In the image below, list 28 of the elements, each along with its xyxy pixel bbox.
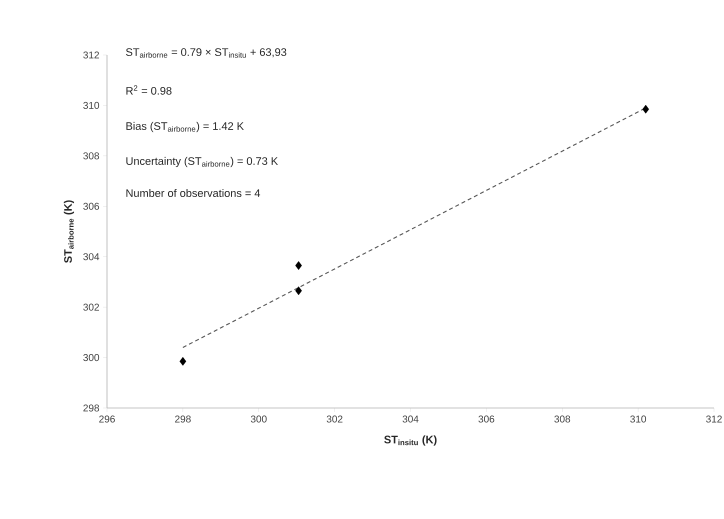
point bbox=[642, 104, 650, 114]
annotation: ST$_{airborne}$ = 0.79 × ST$_{insitu}$ + 63,93 bbox=[126, 48, 286, 58]
point bbox=[180, 356, 186, 366]
y-tick-label: 304 bbox=[83, 253, 100, 260]
y-tick-label: 306 bbox=[83, 202, 100, 210]
y-tick-label: 302 bbox=[83, 304, 99, 311]
point bbox=[295, 261, 302, 270]
y-tick-label: 300 bbox=[83, 354, 100, 362]
annotation: Number of observations = 4 bbox=[126, 188, 260, 198]
x-tick-label: 310 bbox=[630, 416, 646, 423]
x-tick-label: 306 bbox=[478, 416, 494, 423]
annotation: Bias (ST$_{airborne}$) = 1.42 K bbox=[126, 122, 244, 132]
annotation: Uncertainty (ST$_{airborne}$) = 0.73 K bbox=[126, 156, 278, 168]
y-tick-label: 298 bbox=[83, 404, 100, 412]
y-axis-title: ST$_{airborne}$ (K) bbox=[64, 200, 74, 263]
annotation: R$^{2}$ = 0.98 bbox=[126, 85, 172, 95]
x-tick-label: 296 bbox=[99, 416, 115, 423]
x-tick-label: 312 bbox=[706, 416, 722, 423]
y-tick-label: 312 bbox=[83, 51, 99, 59]
x-tick-label: 298 bbox=[175, 416, 191, 423]
x-tick-label: 304 bbox=[402, 416, 419, 423]
x-tick-label: 308 bbox=[554, 416, 570, 423]
y-tick-label: 310 bbox=[83, 102, 100, 109]
x-tick-label: 302 bbox=[326, 416, 342, 423]
point bbox=[295, 286, 302, 296]
y-tick-label: 308 bbox=[83, 152, 100, 160]
x-axis-title: ST$_{insitu}$ (K) bbox=[384, 435, 437, 446]
x-tick-label: 300 bbox=[250, 416, 267, 423]
